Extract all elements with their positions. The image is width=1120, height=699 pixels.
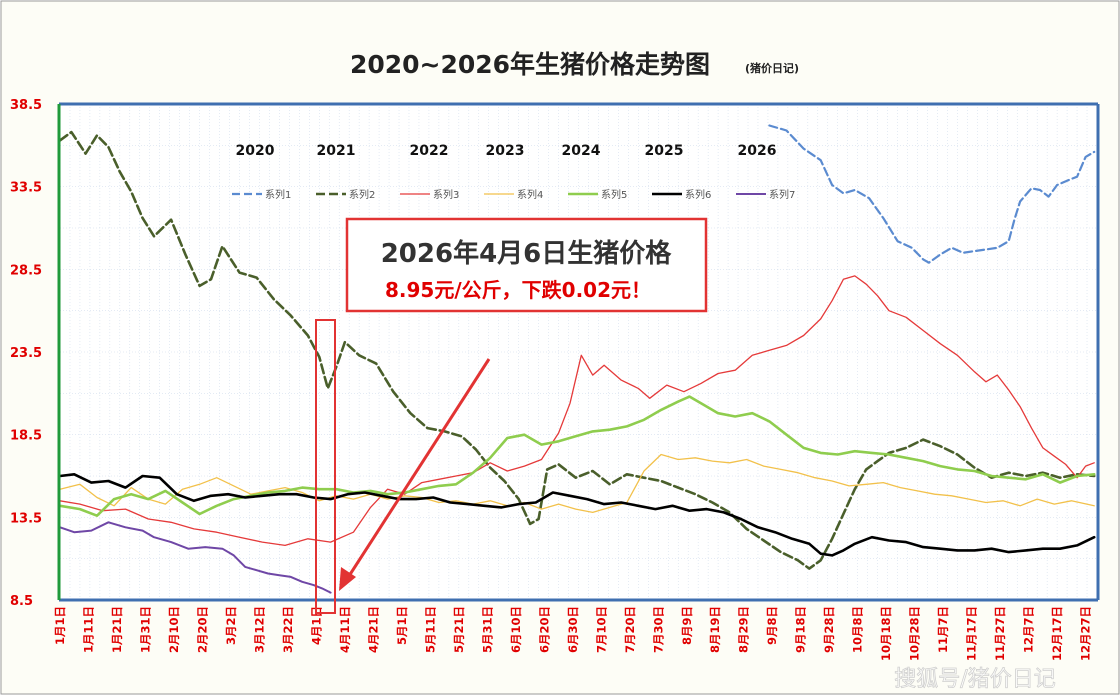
y-tick-label: 8.5 bbox=[10, 594, 33, 609]
y-tick-label: 18.5 bbox=[10, 429, 42, 444]
year-label: 2023 bbox=[486, 143, 525, 159]
legend-label: 系列1 bbox=[265, 188, 291, 201]
x-tick-label: 3月2日 bbox=[224, 606, 238, 645]
x-tick-label: 5月21日 bbox=[452, 606, 466, 653]
callout-arrow bbox=[347, 358, 491, 577]
x-tick-label: 8月9日 bbox=[680, 606, 694, 645]
x-tick-label: 11月7日 bbox=[936, 606, 950, 653]
series-line bbox=[58, 130, 1096, 570]
callout-arrowhead bbox=[339, 567, 356, 591]
legend: 系列1 系列2 系列3 系列4 系列5 系列6 系列7 bbox=[232, 188, 795, 201]
series-line bbox=[58, 395, 1096, 518]
y-tick-label: 33.5 bbox=[10, 181, 42, 196]
x-tick-label: 8月29日 bbox=[737, 606, 751, 653]
x-tick-label: 5月11日 bbox=[423, 606, 437, 653]
x-tick-label: 6月10日 bbox=[509, 606, 523, 653]
y-tick-label: 13.5 bbox=[10, 511, 42, 526]
x-tick-label: 10月28日 bbox=[908, 606, 922, 661]
x-tick-label: 3月22日 bbox=[281, 606, 295, 653]
legend-label: 系列5 bbox=[601, 188, 627, 201]
x-tick-label: 10月18日 bbox=[879, 606, 893, 661]
chart-subtitle: (猪价日记) bbox=[745, 61, 799, 75]
x-tick-label: 12月7日 bbox=[1022, 606, 1036, 653]
x-tick-label: 5月31日 bbox=[480, 606, 494, 653]
date-highlight-box bbox=[315, 319, 336, 614]
x-tick-label: 5月1日 bbox=[395, 606, 409, 645]
x-tick-label: 7月10日 bbox=[594, 606, 608, 653]
year-labels: 2020 2021 2022 2023 2024 2025 2026 bbox=[236, 143, 777, 159]
x-tick-label: 3月12日 bbox=[252, 606, 266, 653]
x-tick-label: 9月28日 bbox=[822, 606, 836, 653]
series-line bbox=[59, 453, 1095, 514]
callout-price: 8.95元/公斤，下跌0.02元！ bbox=[385, 278, 651, 302]
x-tick-label: 7月30日 bbox=[651, 606, 665, 653]
x-tick-label: 12月27日 bbox=[1079, 606, 1093, 661]
series-line bbox=[59, 521, 332, 594]
x-tick-label: 4月21日 bbox=[366, 606, 380, 653]
x-tick-label: 10月8日 bbox=[851, 606, 865, 653]
series-line bbox=[58, 472, 1096, 557]
year-label: 2025 bbox=[645, 143, 684, 159]
year-label: 2022 bbox=[410, 143, 449, 159]
legend-label: 系列7 bbox=[769, 188, 795, 201]
x-tick-label: 1月11日 bbox=[81, 606, 95, 653]
x-tick-label: 4月11日 bbox=[338, 606, 352, 653]
series-line bbox=[59, 275, 1095, 547]
x-tick-label: 1月21日 bbox=[110, 606, 124, 653]
watermark: 搜狐号/猪价日记 bbox=[894, 667, 1055, 692]
x-tick-label: 6月20日 bbox=[537, 606, 551, 653]
x-tick-label: 8月19日 bbox=[708, 606, 722, 653]
x-tick-label: 1月1日 bbox=[53, 606, 67, 645]
year-label: 2026 bbox=[738, 143, 777, 159]
callout-box bbox=[345, 217, 708, 313]
x-tick-label: 9月18日 bbox=[794, 606, 808, 653]
x-tick-label: 11月27日 bbox=[993, 606, 1007, 661]
legend-label: 系列2 bbox=[349, 188, 375, 201]
year-label: 2024 bbox=[562, 143, 601, 159]
x-tick-label: 7月20日 bbox=[623, 606, 637, 653]
year-label: 2021 bbox=[317, 143, 356, 159]
x-tick-label: 4月1日 bbox=[309, 606, 323, 645]
chart-title: 2020~2026年生猪价格走势图 bbox=[350, 50, 710, 79]
legend-label: 系列3 bbox=[433, 188, 459, 201]
y-tick-label: 38.5 bbox=[10, 98, 42, 113]
legend-label: 系列6 bbox=[685, 188, 711, 201]
series-group bbox=[58, 124, 1096, 594]
x-tick-labels: 1月1日 1月11日 1月21日 1月31日 2月10日 2月20日 3月2日 3月12日 3月… bbox=[53, 606, 1093, 661]
year-label: 2020 bbox=[236, 143, 275, 159]
y-tick-labels: 38.5 33.5 28.5 23.5 18.5 13.5 8.5 bbox=[10, 98, 42, 609]
y-tick-label: 23.5 bbox=[10, 346, 42, 361]
x-tick-label: 2月20日 bbox=[195, 606, 209, 653]
x-tick-label: 12月17日 bbox=[1050, 606, 1064, 661]
series-line bbox=[768, 124, 1096, 264]
legend-label: 系列4 bbox=[517, 188, 543, 201]
y-tick-label: 28.5 bbox=[10, 263, 42, 278]
x-tick-label: 1月31日 bbox=[138, 606, 152, 653]
x-tick-label: 2月10日 bbox=[167, 606, 181, 653]
x-tick-label: 11月17日 bbox=[965, 606, 979, 661]
callout-headline: 2026年4月6日生猪价格 bbox=[381, 238, 673, 269]
x-tick-label: 6月30日 bbox=[566, 606, 580, 653]
x-tick-label: 9月8日 bbox=[765, 606, 779, 645]
